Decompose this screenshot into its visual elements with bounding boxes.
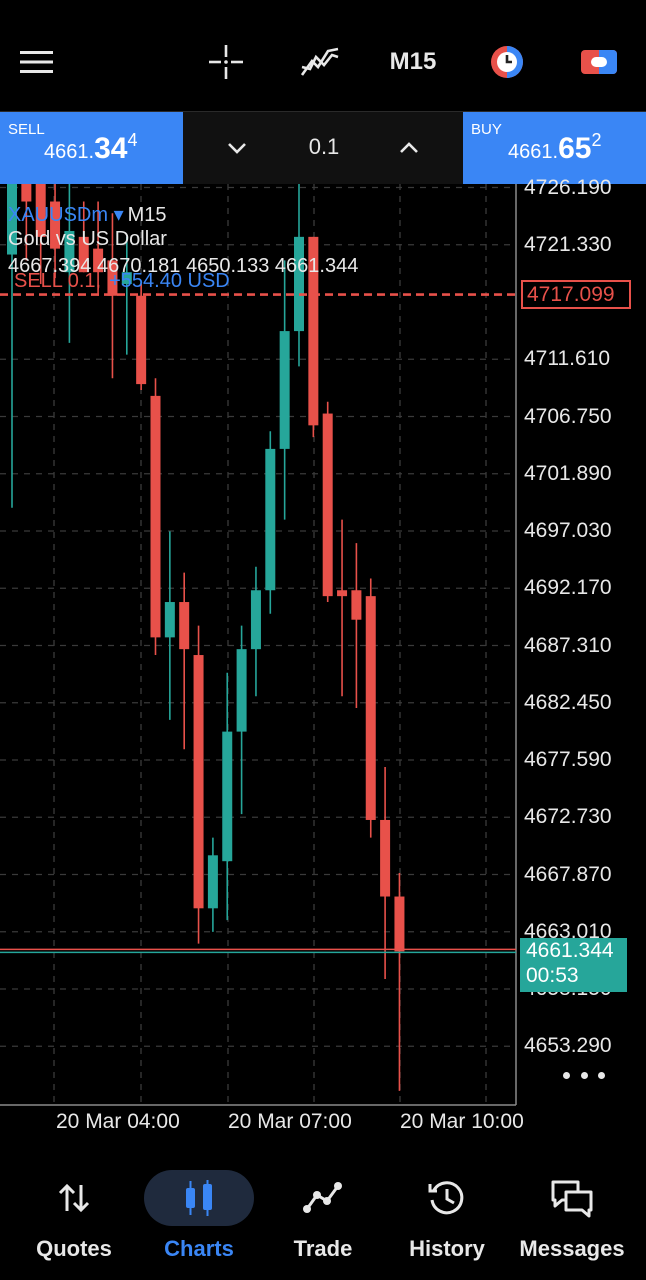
- y-tick-label: 4721.330: [524, 232, 612, 256]
- candle-bear: [322, 413, 333, 597]
- position-price-tag: 4717.099: [521, 280, 631, 309]
- messages-chat-icon: [517, 1170, 627, 1226]
- candle-bull: [236, 649, 247, 732]
- y-tick-label: 4711.610: [524, 347, 611, 371]
- candle-bear: [308, 236, 319, 426]
- bottom-navigation: Quotes Charts Trade History Messages: [0, 1146, 646, 1280]
- candle-bear: [179, 602, 190, 650]
- x-tick-label: 20 Mar 07:00: [228, 1110, 352, 1133]
- candle-bear: [380, 819, 391, 897]
- buy-button[interactable]: BUY 4661.652: [463, 112, 646, 184]
- lot-decrease-button[interactable]: [212, 124, 262, 172]
- candle-bear: [50, 201, 61, 249]
- position-label[interactable]: SELL 0.1, +554.40 USD: [14, 270, 230, 292]
- lot-size-input[interactable]: 0.1: [308, 134, 340, 159]
- chevron-down-icon: [228, 143, 246, 154]
- candle-bear: [21, 184, 32, 202]
- timeframe-button[interactable]: M15: [389, 48, 437, 75]
- y-tick-label: 4706.750: [524, 404, 612, 428]
- candle-bull: [294, 236, 304, 332]
- one-click-trade-bar: SELL 4661.344 0.1 BUY 4661.652: [0, 112, 646, 184]
- price-chart[interactable]: XAUUSDm ▾ M15 Gold vs US Dollar 4667.394 …: [0, 176, 646, 1146]
- y-tick-label: 4726.190: [524, 175, 612, 199]
- candle-bull: [207, 855, 218, 909]
- ohlc-values: 4667.394 4670.181 4650.133 4661.344: [8, 255, 359, 277]
- candle-bull: [279, 331, 290, 449]
- sell-label: SELL: [8, 121, 45, 138]
- y-tick-label: 4697.030: [524, 519, 612, 542]
- buy-label: BUY: [471, 121, 502, 138]
- candle-bear: [35, 184, 46, 237]
- charts-candles-icon: [144, 1170, 254, 1226]
- candle-bull: [121, 272, 132, 284]
- candle-bull: [265, 448, 276, 591]
- current-price-tag: 4661.344 00:53: [520, 938, 627, 992]
- candle-bear: [150, 395, 161, 638]
- candle-bear: [78, 236, 89, 273]
- account-switch-icon[interactable]: [574, 36, 624, 88]
- x-tick-label: 20 Mar 10:00: [400, 1110, 524, 1133]
- candle-bear: [394, 896, 405, 952]
- chevron-up-icon: [400, 142, 418, 153]
- candle-bear: [136, 295, 147, 385]
- y-tick-label: 4653.290: [524, 1034, 612, 1058]
- buy-price: 4661.652: [508, 130, 602, 165]
- candle-bear: [107, 260, 118, 296]
- candle-bear: [93, 248, 104, 273]
- nav-trade[interactable]: Trade: [261, 1170, 385, 1262]
- nav-messages[interactable]: Messages: [510, 1170, 634, 1262]
- candle-bear: [365, 596, 376, 820]
- candlestick-chart-canvas[interactable]: [0, 184, 646, 1146]
- y-tick-label: 4677.590: [524, 748, 612, 771]
- nav-quotes[interactable]: Quotes: [12, 1170, 136, 1262]
- symbol-description: Gold vs US Dollar: [8, 228, 167, 250]
- candle-bull: [250, 590, 261, 650]
- candle-bear: [337, 590, 348, 597]
- top-toolbar: M15: [0, 0, 646, 112]
- candle-bear: [193, 655, 204, 909]
- hamburger-menu-icon[interactable]: [12, 36, 62, 88]
- candle-bear: [351, 590, 362, 620]
- y-tick-label: 4667.870: [524, 862, 612, 886]
- history-clock-icon: [392, 1170, 502, 1226]
- candle-bull: [64, 230, 75, 273]
- y-tick-label: 4672.730: [524, 805, 612, 829]
- y-tick-label: 4692.170: [524, 576, 612, 600]
- trade-line-icon: [268, 1170, 378, 1226]
- y-tick-label: 4663.010: [524, 919, 612, 943]
- clock-icon[interactable]: [482, 36, 532, 88]
- candle-bull: [222, 731, 233, 862]
- sell-button[interactable]: SELL 4661.344: [0, 112, 183, 184]
- y-tick-label: 4682.450: [524, 690, 612, 714]
- quotes-arrows-icon: [19, 1170, 129, 1226]
- indicators-icon[interactable]: [294, 36, 346, 88]
- y-tick-label: 4701.890: [524, 461, 612, 485]
- more-dots-icon[interactable]: [560, 1064, 608, 1086]
- candle-bull: [164, 602, 175, 638]
- crosshair-icon[interactable]: [200, 36, 252, 88]
- symbol-label[interactable]: XAUUSDm ▾ M15: [8, 204, 167, 226]
- candle-bull: [7, 184, 17, 255]
- x-tick-label: 20 Mar 04:00: [56, 1110, 180, 1133]
- sell-price: 4661.344: [44, 130, 138, 165]
- nav-charts[interactable]: Charts: [137, 1170, 261, 1262]
- nav-history[interactable]: History: [385, 1170, 509, 1262]
- y-tick-label: 4687.310: [524, 633, 612, 657]
- lot-increase-button[interactable]: [384, 124, 434, 172]
